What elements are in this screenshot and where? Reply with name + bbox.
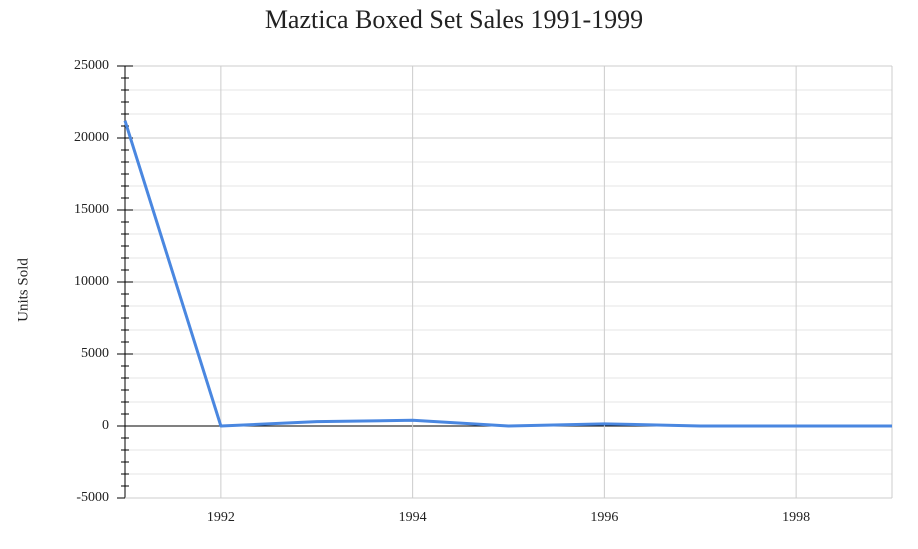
y-tick-label: 0 [102, 418, 109, 433]
y-tick-label: 20000 [74, 130, 109, 145]
line-series [123, 120, 892, 428]
y-tick-label: 5000 [81, 346, 109, 361]
x-tick-label: 1998 [782, 510, 810, 525]
y-tick-label: 15000 [74, 202, 109, 217]
y-tick-label: 10000 [74, 274, 109, 289]
y-tick-label: 25000 [74, 58, 109, 73]
x-tick-label: 1994 [399, 510, 427, 525]
x-tick-label: 1996 [590, 510, 618, 525]
x-tick-label: 1992 [207, 510, 235, 525]
y-axis-label: Units Sold [15, 258, 31, 322]
y-tick-label: -5000 [76, 490, 109, 505]
chart-title: Maztica Boxed Set Sales 1991-1999 [265, 5, 643, 34]
